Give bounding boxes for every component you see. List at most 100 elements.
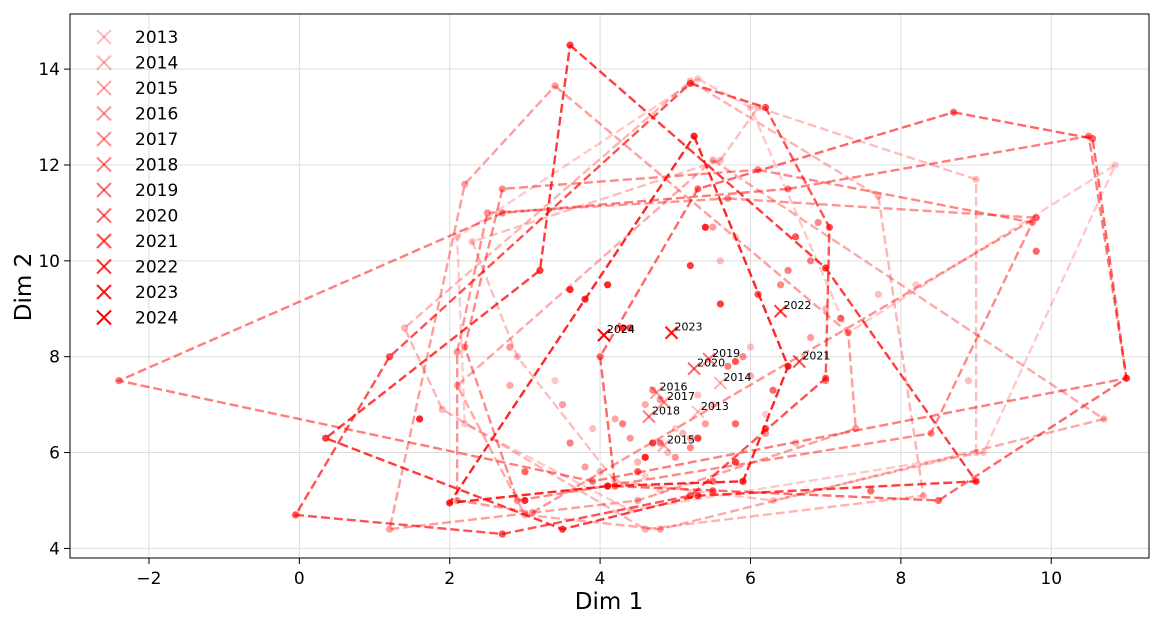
point-2013 [453, 233, 461, 241]
point-2024 [641, 453, 649, 461]
centroid-marker-2015 [657, 438, 671, 453]
legend-entry-2023: 2023 [96, 283, 178, 303]
centroid-marker-2017 [657, 395, 671, 409]
legend-label-2015: 2015 [135, 79, 178, 99]
centroid-marker-2013 [691, 405, 705, 419]
legend-label-2018: 2018 [135, 156, 178, 176]
point-2021 [1089, 135, 1097, 143]
point-2013 [656, 487, 664, 495]
point-2020 [656, 439, 664, 447]
centroid-label-2013: 2013 [701, 400, 729, 413]
point-2017 [385, 525, 394, 533]
point-2018 [453, 348, 461, 356]
point-2019 [754, 166, 762, 174]
point-2014 [513, 353, 521, 361]
legend-marker-icon [96, 80, 112, 96]
legend: 2013 2014 2015 2016 2017 2018 2019 2020 2021 2022… [96, 28, 178, 329]
point-2014 [972, 175, 980, 183]
point-2015 [634, 458, 642, 466]
point-2019 [513, 496, 521, 505]
point-2017 [656, 396, 664, 404]
centroid-label-2019: 2019 [712, 347, 740, 360]
point-2016 [611, 415, 619, 423]
legend-marker-icon [96, 131, 112, 147]
legend-entry-2022: 2022 [96, 258, 178, 278]
point-2020 [807, 257, 815, 265]
point-2019 [498, 185, 506, 193]
point-2020 [115, 377, 123, 385]
point-2016 [1032, 214, 1040, 222]
legend-marker-icon [96, 233, 112, 249]
point-2019 [814, 218, 822, 227]
point-2014 [588, 424, 597, 433]
point-2016 [686, 434, 694, 442]
centroid-label-2022: 2022 [784, 299, 812, 312]
point-2019 [927, 429, 935, 437]
hull-2017 [388, 84, 858, 531]
centroid-label-2017: 2017 [667, 390, 695, 403]
point-2022 [686, 492, 694, 500]
point-2013 [551, 377, 559, 385]
point-2016 [656, 525, 664, 533]
centroid-label-2014: 2014 [723, 371, 751, 384]
point-2020 [588, 477, 597, 485]
point-2021 [709, 477, 717, 485]
hull-2019 [463, 168, 1035, 502]
legend-label-2020: 2020 [135, 207, 178, 227]
centroid-marker-2020 [687, 361, 701, 376]
point-2013 [979, 448, 988, 457]
point-2013 [641, 472, 649, 481]
point-2020 [784, 266, 792, 275]
legend-marker-icon [96, 131, 112, 147]
point-2021 [596, 353, 604, 361]
legend-marker-icon [96, 309, 112, 326]
point-2024 [604, 482, 612, 490]
point-2019 [686, 444, 694, 452]
hull-2021 [598, 111, 1128, 502]
point-2015 [438, 405, 446, 414]
point-2016 [709, 156, 717, 164]
point-2014 [694, 391, 702, 399]
y-tick-label: 8 [49, 348, 60, 368]
point-2019 [649, 386, 657, 394]
legend-marker-icon [96, 105, 112, 122]
point-2024 [784, 362, 792, 370]
centroid-2022: 2022 [773, 299, 812, 318]
point-2022 [291, 511, 300, 519]
legend-entry-2017: 2017 [96, 130, 178, 150]
point-2023 [686, 262, 694, 270]
centroid-label-2024: 2024 [607, 323, 635, 336]
point-2022 [709, 487, 717, 495]
legend-label-2022: 2022 [135, 258, 178, 278]
centroid-2014: 2014 [713, 371, 751, 390]
centroid-2018: 2018 [642, 405, 680, 424]
point-2014 [746, 343, 755, 351]
legend-marker-icon [96, 207, 112, 224]
point-2016 [1100, 415, 1108, 423]
point-2015 [919, 492, 928, 500]
legend-entry-2015: 2015 [96, 79, 178, 99]
legend-marker-icon [96, 54, 112, 71]
point-2014 [664, 448, 672, 457]
centroid-marker-2016 [649, 385, 664, 400]
legend-marker-icon [96, 284, 112, 300]
point-2016 [746, 372, 755, 380]
point-2013 [912, 281, 920, 289]
x-axis-label: Dim 1 [575, 589, 643, 615]
point-2022 [385, 353, 394, 361]
centroid-label-2018: 2018 [652, 405, 680, 418]
centroid-marker-2024 [597, 328, 611, 342]
point-2014 [754, 103, 762, 112]
point-2022 [761, 424, 770, 433]
point-2022 [791, 233, 800, 241]
point-2015 [641, 525, 649, 533]
point-2024 [416, 415, 424, 423]
point-2023 [731, 458, 740, 466]
hull-2018 [456, 197, 1041, 514]
point-2024 [690, 132, 698, 140]
legend-entry-2024: 2024 [96, 309, 178, 329]
point-2023 [694, 492, 702, 500]
